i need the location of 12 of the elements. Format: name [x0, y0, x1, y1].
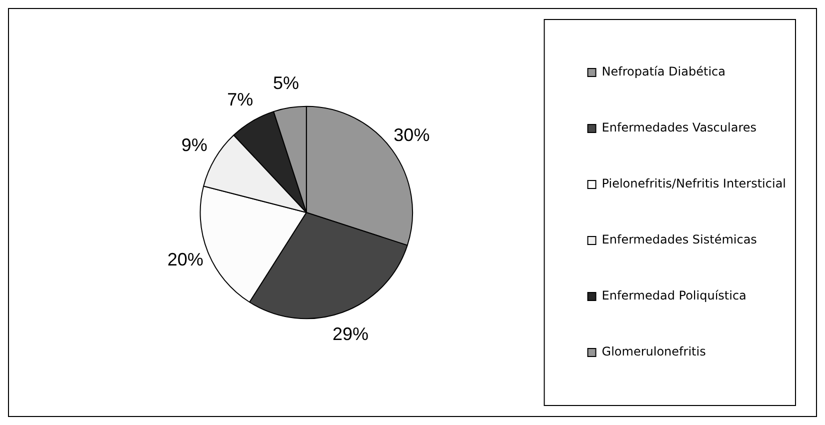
data-label: 30%: [394, 124, 430, 145]
legend-label: Nefropatía Diabética: [602, 64, 726, 79]
data-label: 5%: [273, 72, 300, 93]
legend-label: Enfermedades Sistémicas: [602, 232, 757, 247]
legend-label: Enfermedad Poliquística: [602, 288, 746, 303]
data-label: 9%: [181, 135, 208, 156]
legend-label: Glomerulonefritis: [602, 344, 706, 359]
legend-label: Pielonefritis/Nefritis Intersticial: [602, 176, 786, 191]
data-label: 29%: [332, 324, 368, 344]
data-label: 20%: [167, 249, 204, 270]
data-label: 7%: [227, 89, 254, 110]
legend-label: Enfermedades Vasculares: [602, 120, 757, 135]
